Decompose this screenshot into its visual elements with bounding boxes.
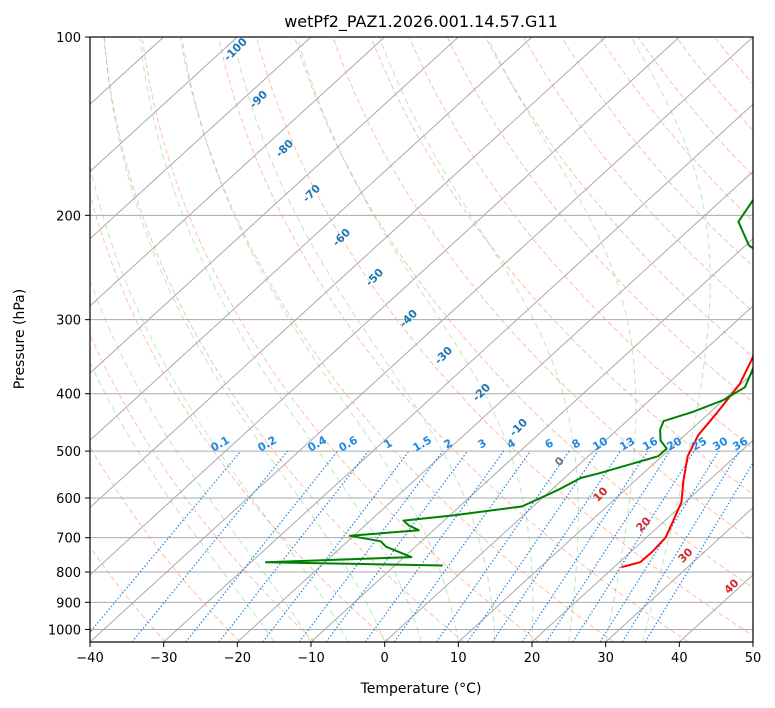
moist-adiabat	[296, 37, 534, 642]
y-tick-label: 1000	[48, 623, 81, 638]
x-tick-label: 10	[450, 651, 467, 666]
mixing-ratio-line	[545, 450, 671, 642]
y-tick-label: 900	[56, 596, 81, 611]
pressure-grid-lines	[90, 37, 753, 630]
x-tick-label: −10	[297, 651, 324, 666]
moist-adiabat	[181, 37, 459, 642]
x-tick-label: 20	[524, 651, 541, 666]
dry-adiabat	[637, 37, 753, 177]
mixing-ratio-line	[364, 450, 505, 642]
isotherm-line	[90, 37, 312, 240]
y-tick-label: 200	[56, 209, 81, 224]
isotherm-line	[236, 170, 753, 642]
x-tick-label: 0	[381, 651, 389, 666]
y-tick-label: 300	[56, 314, 81, 329]
isotherm-line	[90, 37, 459, 374]
moist-adiabat	[90, 163, 349, 642]
x-tick-label: 50	[745, 651, 762, 666]
x-axis-ticks: −40 −30 −20 −10 0 10 20 30 40 50	[76, 642, 761, 666]
y-tick-label: 400	[56, 388, 81, 403]
y-axis-ticks: 1000 900 800 700 600 500 400 300 200 100	[48, 31, 90, 638]
mixing-ratio-lines	[90, 450, 753, 642]
dry-adiabat	[484, 37, 753, 358]
mixing-ratio-line	[262, 450, 410, 642]
moist-adiabat	[630, 37, 711, 642]
moist-adiabat	[90, 361, 275, 642]
dry-adiabat	[90, 192, 390, 642]
y-axis-label: Pressure (hPa)	[12, 289, 28, 389]
isotherm-line	[90, 37, 533, 442]
mixing-ratio-line	[393, 450, 531, 642]
mixing-ratio-line	[599, 450, 720, 642]
x-tick-label: 30	[597, 651, 614, 666]
isotherm-line	[90, 37, 753, 642]
isotherm-line	[457, 372, 753, 642]
moist-adiabat-lines	[90, 37, 711, 642]
isotherm-line	[384, 305, 753, 642]
skewed-isotherm-lines	[90, 37, 753, 642]
isotherm-line	[90, 37, 238, 173]
moist-adiabat	[103, 37, 386, 642]
plot-area: -100-90-80-70-60-50-40-30-20-100.1 0.2 0.4…	[90, 37, 753, 642]
mixing-ratio-line	[521, 450, 649, 642]
x-tick-label: −20	[224, 651, 251, 666]
mixing-ratio-line	[325, 450, 469, 642]
isotherm-line	[163, 103, 753, 642]
dry-adiabat	[179, 37, 614, 642]
y-tick-label: 100	[56, 31, 81, 46]
isotherm-line	[531, 439, 753, 642]
dry-adiabat	[370, 37, 753, 495]
x-tick-label: −40	[76, 651, 103, 666]
isotherm-line	[605, 506, 753, 642]
x-tick-label: 40	[671, 651, 688, 666]
mixing-ratio-line	[621, 450, 740, 642]
mixing-ratio-line	[298, 450, 444, 642]
dry-adiabat	[294, 37, 753, 589]
dry-adiabat	[256, 37, 753, 637]
dewpoint-profile-line	[264, 198, 753, 567]
mixing-ratio-line	[572, 450, 695, 642]
dry-adiabat	[523, 37, 753, 313]
moist-adiabat	[486, 37, 637, 642]
isotherm-line	[90, 37, 386, 307]
mixing-ratio-line	[131, 450, 289, 642]
y-tick-label: 600	[56, 492, 81, 507]
dry-adiabat	[332, 37, 753, 542]
isotherm-line	[90, 37, 680, 576]
dry-adiabat	[141, 37, 540, 642]
adiabat-lines	[90, 37, 753, 642]
y-tick-label: 800	[56, 566, 81, 581]
y-tick-label: 500	[56, 445, 81, 460]
plot-frame	[89, 36, 754, 643]
x-axis-label: Temperature (°C)	[360, 681, 482, 697]
mixing-ratio-line	[435, 450, 570, 642]
x-tick-label: −30	[150, 651, 177, 666]
y-tick-label: 700	[56, 532, 81, 547]
moist-adiabat	[139, 37, 422, 642]
temperature-profile-line	[621, 353, 753, 569]
mixing-ratio-line	[185, 450, 339, 642]
dry-adiabat	[599, 37, 753, 222]
isotherm-line	[310, 237, 753, 642]
chart-title: wetPf2_PAZ1.2026.001.14.57.G11	[284, 12, 558, 32]
mixing-ratio-line	[644, 461, 753, 642]
mixing-ratio-line	[467, 450, 599, 642]
dry-adiabat	[408, 37, 753, 449]
moist-adiabat	[232, 37, 496, 642]
dry-adiabat	[446, 37, 753, 403]
dry-adiabat	[103, 37, 465, 642]
mixing-ratio-line	[90, 450, 242, 634]
isotherm-line	[90, 37, 607, 509]
sounding-series	[264, 198, 753, 569]
dry-adiabat	[217, 37, 689, 642]
dry-adiabat	[90, 333, 316, 642]
